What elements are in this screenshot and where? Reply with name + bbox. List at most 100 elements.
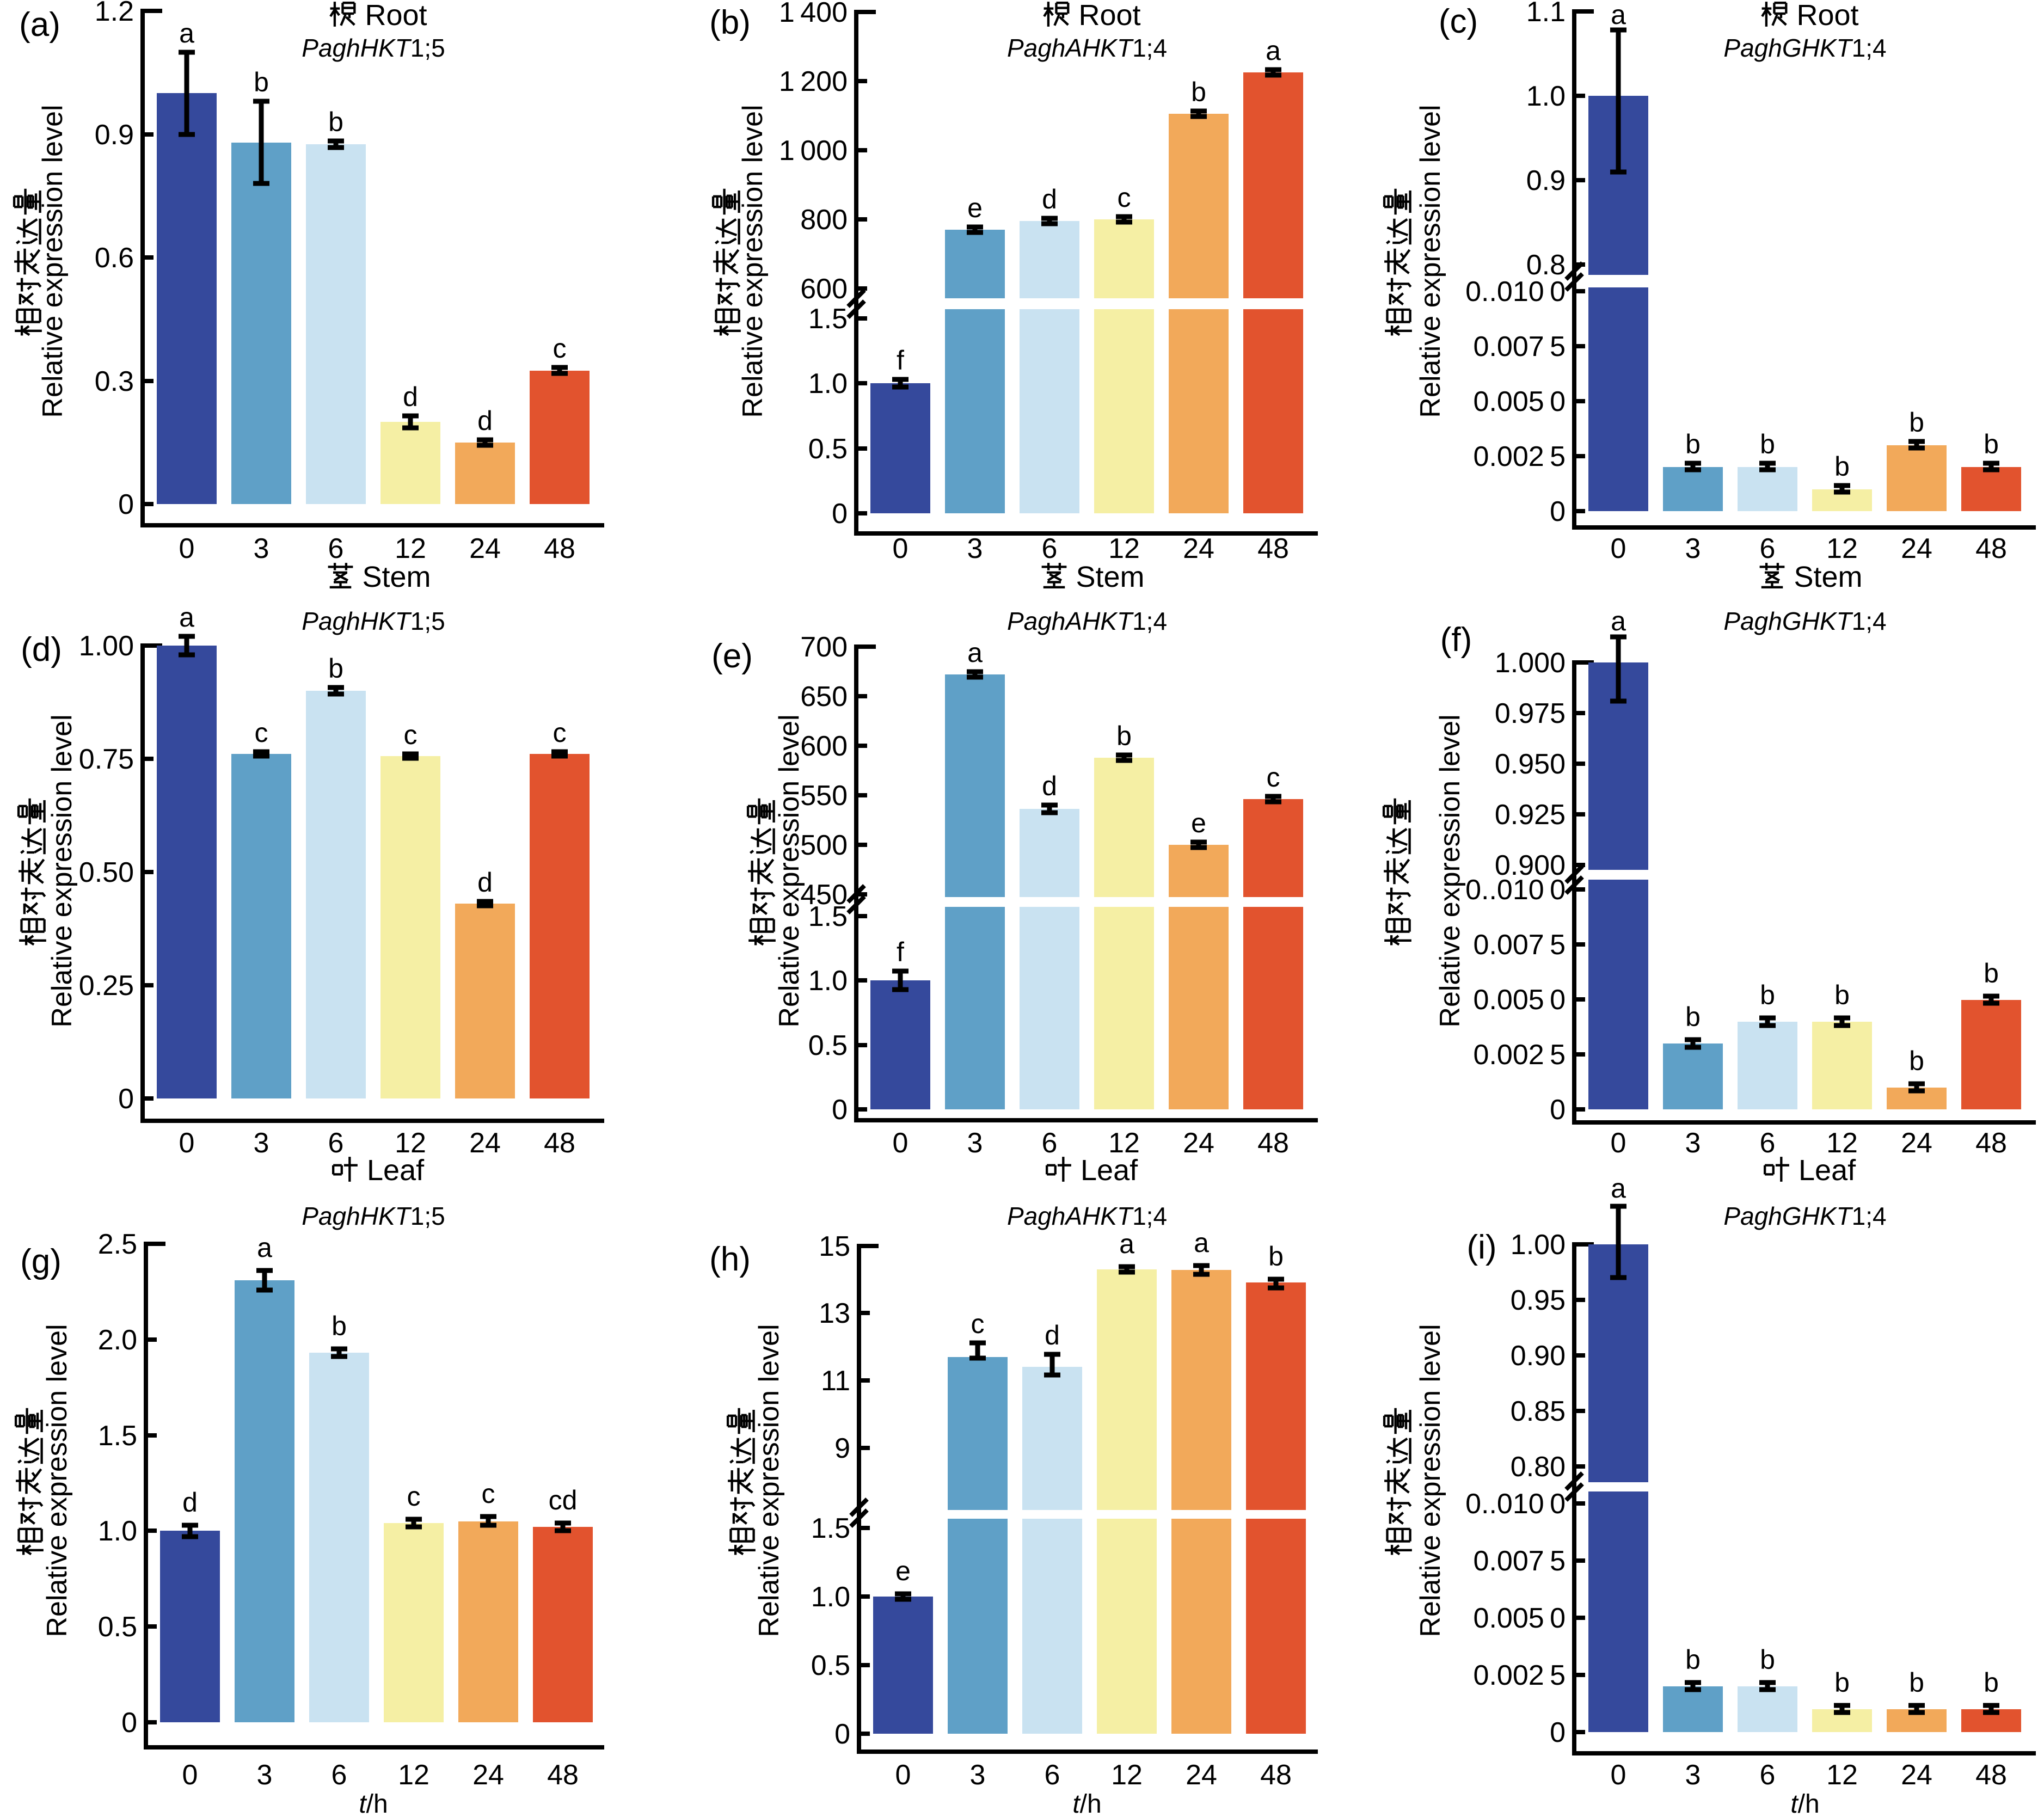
- svg-text:c: c: [1118, 182, 1131, 213]
- svg-text:24: 24: [1901, 1127, 1932, 1159]
- svg-text:0.007 5: 0.007 5: [1474, 1545, 1566, 1577]
- svg-text:c: c: [407, 1481, 421, 1512]
- svg-text:48: 48: [1257, 1127, 1289, 1159]
- svg-text:0.50: 0.50: [79, 857, 134, 888]
- svg-text:b: b: [1984, 429, 1999, 459]
- svg-text:Relative expression level: Relative expression level: [37, 105, 69, 418]
- svg-text:1 000: 1 000: [779, 135, 848, 167]
- svg-text:0.25: 0.25: [79, 970, 134, 1002]
- svg-text:12: 12: [1108, 533, 1140, 564]
- svg-text:48: 48: [1257, 533, 1289, 564]
- svg-text:6: 6: [328, 533, 344, 564]
- svg-text:b: b: [1191, 77, 1206, 107]
- svg-text:0: 0: [182, 1759, 198, 1791]
- svg-text:3: 3: [257, 1759, 273, 1791]
- svg-text:6: 6: [1760, 533, 1776, 564]
- svg-text:3: 3: [1685, 1759, 1701, 1791]
- svg-text:2.5: 2.5: [98, 1229, 137, 1260]
- svg-text:6: 6: [328, 1127, 344, 1159]
- svg-text:0.6: 0.6: [95, 242, 134, 274]
- svg-text:Relative expression level: Relative expression level: [46, 714, 78, 1027]
- svg-text:Relative expression level: Relative expression level: [1415, 105, 1446, 418]
- svg-text:0.007 5: 0.007 5: [1474, 331, 1566, 363]
- svg-text:Relative expression level: Relative expression level: [41, 1324, 73, 1637]
- svg-text:450: 450: [800, 879, 848, 911]
- svg-text:0.9: 0.9: [1526, 165, 1566, 197]
- svg-text:b: b: [1909, 1667, 1924, 1698]
- svg-text:24: 24: [469, 1127, 501, 1159]
- svg-text:0.007 5: 0.007 5: [1474, 929, 1566, 961]
- svg-text:1.00: 1.00: [79, 630, 134, 662]
- svg-text:0..010 0: 0..010 0: [1465, 276, 1566, 308]
- svg-text:0: 0: [179, 533, 195, 564]
- svg-text:Stem: Stem: [1794, 561, 1863, 593]
- svg-text:b: b: [1834, 451, 1850, 482]
- svg-text:(c): (c): [1439, 3, 1478, 40]
- svg-text:1 400: 1 400: [779, 0, 848, 28]
- svg-text:0: 0: [1550, 1094, 1566, 1126]
- svg-text:12: 12: [395, 533, 426, 564]
- svg-text:b: b: [1685, 1002, 1701, 1032]
- svg-text:24: 24: [1183, 533, 1214, 564]
- svg-text:0.90: 0.90: [1511, 1340, 1566, 1372]
- svg-text:0.950: 0.950: [1495, 748, 1566, 780]
- svg-text:Root: Root: [1797, 0, 1859, 32]
- svg-text:550: 550: [800, 780, 848, 812]
- svg-text:12: 12: [1826, 533, 1858, 564]
- svg-text:b: b: [1116, 721, 1132, 751]
- svg-text:0.5: 0.5: [808, 433, 848, 465]
- svg-text:12: 12: [1108, 1127, 1140, 1159]
- svg-text:1.0: 1.0: [811, 1581, 850, 1613]
- svg-text:PaghHKT1;5: PaghHKT1;5: [302, 1202, 445, 1230]
- svg-text:a: a: [1611, 1173, 1626, 1204]
- svg-text:d: d: [477, 867, 493, 898]
- svg-text:c: c: [553, 333, 567, 364]
- svg-text:Relative expression level: Relative expression level: [737, 105, 769, 418]
- svg-text:(h): (h): [709, 1241, 751, 1278]
- svg-text:0: 0: [834, 1718, 850, 1750]
- svg-text:1.5: 1.5: [808, 901, 848, 932]
- svg-text:a: a: [1266, 35, 1281, 66]
- svg-text:6: 6: [1042, 533, 1058, 564]
- svg-text:0: 0: [1611, 1127, 1626, 1159]
- svg-text:e: e: [895, 1556, 911, 1586]
- svg-text:PaghHKT1;5: PaghHKT1;5: [302, 607, 445, 635]
- svg-text:0.5: 0.5: [98, 1611, 137, 1643]
- svg-text:24: 24: [1186, 1759, 1217, 1791]
- svg-text:12: 12: [1111, 1759, 1143, 1791]
- svg-text:3: 3: [967, 533, 983, 564]
- svg-text:0: 0: [118, 1083, 134, 1115]
- svg-text:3: 3: [1685, 533, 1701, 564]
- svg-text:a: a: [1611, 0, 1626, 30]
- svg-text:12: 12: [395, 1127, 426, 1159]
- svg-text:Relative expression level: Relative expression level: [1434, 714, 1466, 1027]
- svg-text:(f): (f): [1440, 621, 1472, 659]
- svg-text:c: c: [1267, 762, 1280, 793]
- svg-text:0.005 0: 0.005 0: [1474, 386, 1566, 418]
- svg-text:1 200: 1 200: [779, 66, 848, 97]
- svg-text:d: d: [1045, 1320, 1060, 1351]
- svg-text:Leaf: Leaf: [1799, 1154, 1856, 1187]
- svg-text:48: 48: [1975, 533, 2007, 564]
- svg-text:0.005 0: 0.005 0: [1474, 984, 1566, 1016]
- svg-text:1.0: 1.0: [1526, 81, 1566, 112]
- svg-text:PaghAHKT1;4: PaghAHKT1;4: [1007, 1202, 1167, 1230]
- svg-text:1.1: 1.1: [1526, 0, 1566, 28]
- svg-text:1.5: 1.5: [808, 303, 848, 335]
- svg-text:24: 24: [1901, 533, 1932, 564]
- svg-text:0.9: 0.9: [95, 119, 134, 151]
- svg-text:b: b: [328, 107, 343, 137]
- svg-text:Relative expression level: Relative expression level: [1415, 1324, 1446, 1637]
- svg-text:1.5: 1.5: [98, 1420, 137, 1452]
- svg-text:(a): (a): [19, 6, 60, 44]
- svg-text:a: a: [179, 18, 194, 48]
- svg-text:a: a: [1611, 606, 1626, 636]
- svg-text:a: a: [1194, 1227, 1209, 1258]
- svg-text:d: d: [403, 382, 418, 412]
- svg-text:(g): (g): [20, 1243, 62, 1280]
- svg-text:600: 600: [800, 273, 848, 305]
- svg-text:PaghAHKT1;4: PaghAHKT1;4: [1007, 34, 1167, 62]
- svg-text:1.0: 1.0: [808, 965, 848, 997]
- svg-text:t/h: t/h: [1072, 1790, 1101, 1817]
- svg-text:b: b: [332, 1311, 347, 1341]
